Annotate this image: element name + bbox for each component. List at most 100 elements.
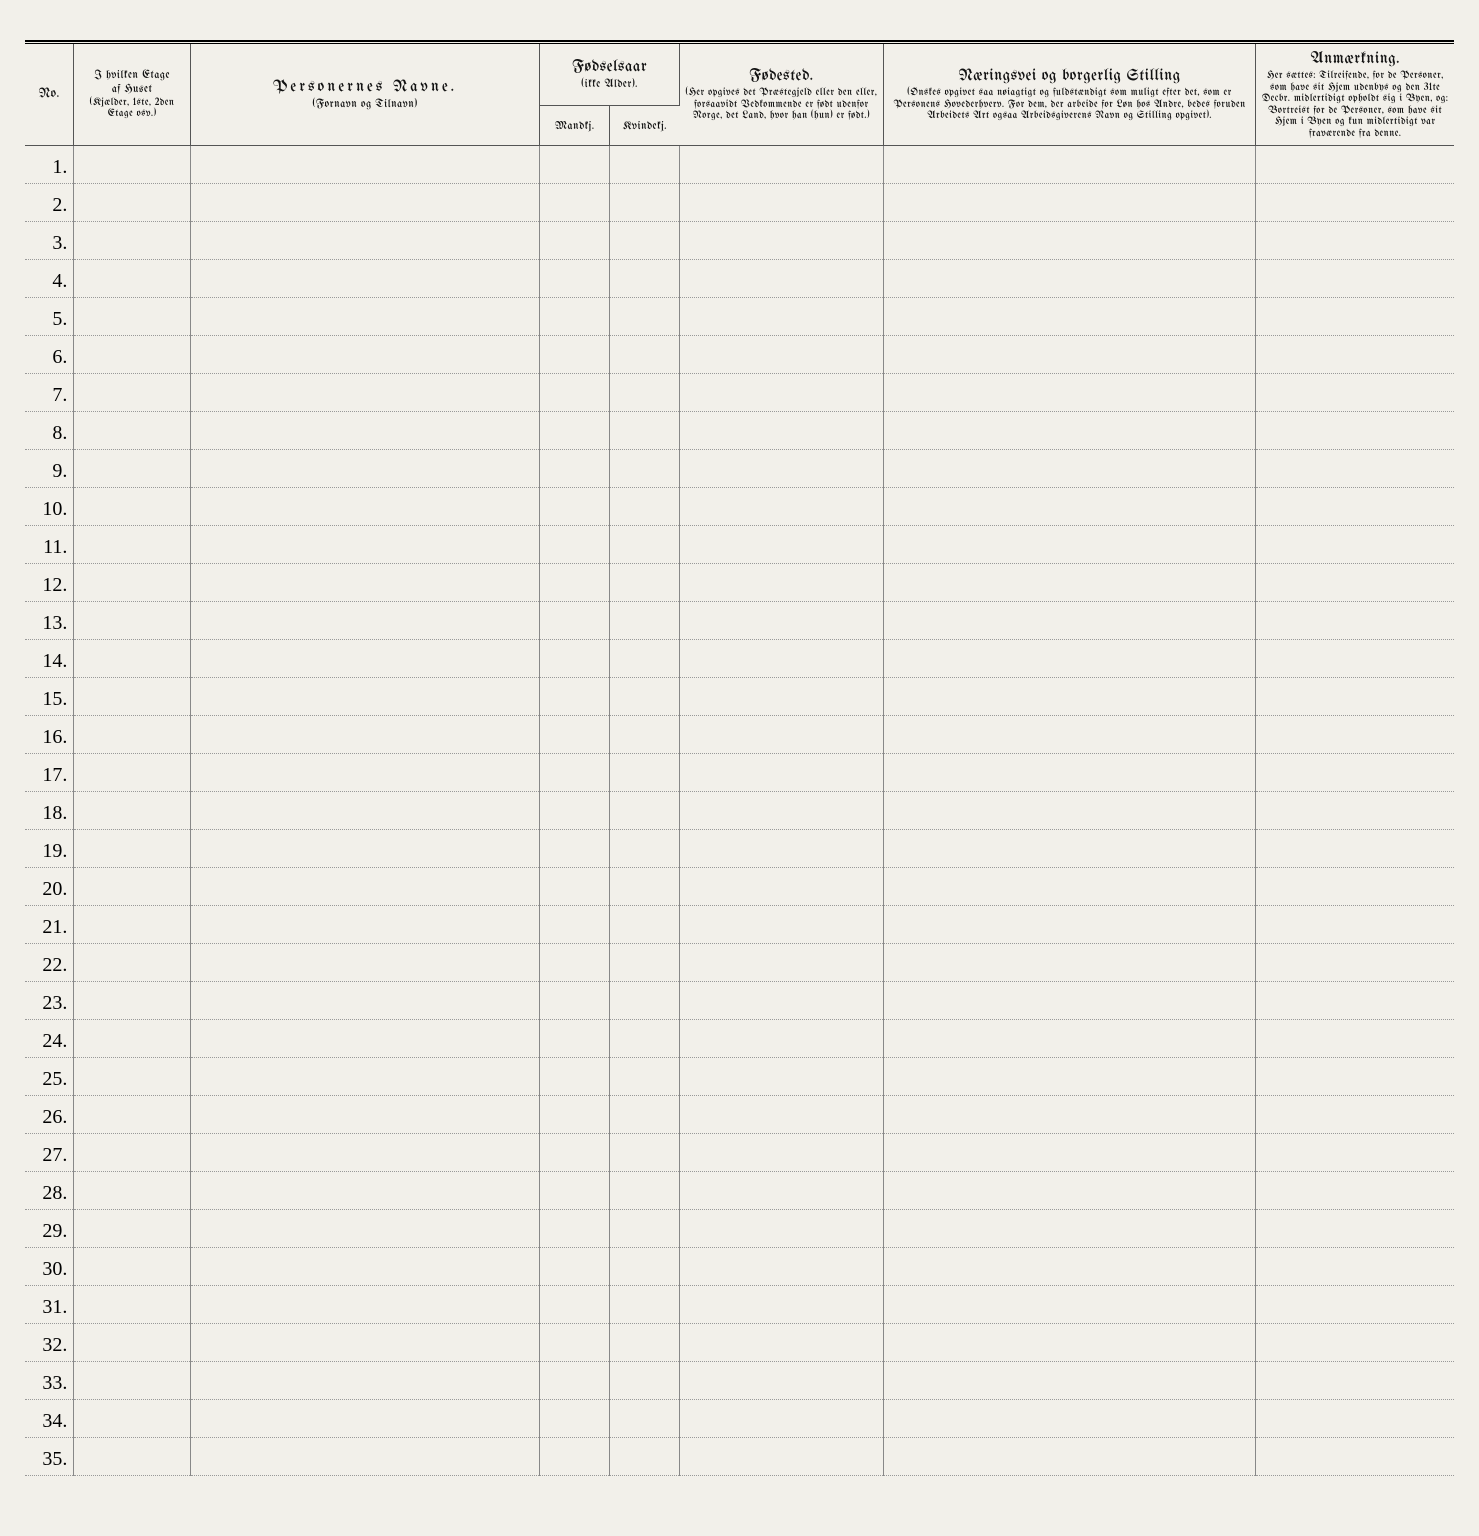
empty-cell xyxy=(1256,1438,1454,1476)
table-row: 31. xyxy=(25,1286,1454,1324)
table-row: 14. xyxy=(25,640,1454,678)
empty-cell xyxy=(679,754,883,792)
empty-cell xyxy=(190,146,539,184)
empty-cell xyxy=(190,298,539,336)
empty-cell xyxy=(679,792,883,830)
table-row: 32. xyxy=(25,1324,1454,1362)
empty-cell xyxy=(883,526,1256,564)
empty-cell xyxy=(74,1248,190,1286)
empty-cell xyxy=(74,298,190,336)
empty-cell xyxy=(883,488,1256,526)
empty-cell xyxy=(74,1286,190,1324)
row-number: 9. xyxy=(25,450,74,488)
empty-cell xyxy=(540,184,610,222)
empty-cell xyxy=(610,792,680,830)
empty-cell xyxy=(883,1134,1256,1172)
empty-cell xyxy=(190,1248,539,1286)
empty-cell xyxy=(610,830,680,868)
empty-cell xyxy=(883,1286,1256,1324)
table-header: No. I hvilken Etage af Huset (Kjælder, 1… xyxy=(25,44,1454,146)
empty-cell xyxy=(679,146,883,184)
table-row: 3. xyxy=(25,222,1454,260)
empty-cell xyxy=(610,412,680,450)
empty-cell xyxy=(610,1248,680,1286)
empty-cell xyxy=(610,488,680,526)
empty-cell xyxy=(679,260,883,298)
empty-cell xyxy=(610,1020,680,1058)
table-row: 6. xyxy=(25,336,1454,374)
empty-cell xyxy=(610,1134,680,1172)
empty-cell xyxy=(540,336,610,374)
row-number: 1. xyxy=(25,146,74,184)
empty-cell xyxy=(679,1248,883,1286)
row-number: 6. xyxy=(25,336,74,374)
empty-cell xyxy=(74,678,190,716)
empty-cell xyxy=(883,564,1256,602)
table-row: 10. xyxy=(25,488,1454,526)
empty-cell xyxy=(610,982,680,1020)
empty-cell xyxy=(74,1096,190,1134)
empty-cell xyxy=(540,792,610,830)
hdr-fodested: Fødested. (Her opgives det Præstegjeld e… xyxy=(679,44,883,146)
empty-cell xyxy=(540,450,610,488)
empty-cell xyxy=(190,336,539,374)
empty-cell xyxy=(679,1324,883,1362)
table-row: 5. xyxy=(25,298,1454,336)
empty-cell xyxy=(679,1096,883,1134)
empty-cell xyxy=(883,1058,1256,1096)
row-number: 17. xyxy=(25,754,74,792)
empty-cell xyxy=(74,602,190,640)
row-number: 12. xyxy=(25,564,74,602)
table-row: 16. xyxy=(25,716,1454,754)
empty-cell xyxy=(190,412,539,450)
empty-cell xyxy=(190,526,539,564)
empty-cell xyxy=(190,1362,539,1400)
empty-cell xyxy=(610,906,680,944)
empty-cell xyxy=(74,1134,190,1172)
empty-cell xyxy=(74,1362,190,1400)
row-number: 7. xyxy=(25,374,74,412)
empty-cell xyxy=(883,1172,1256,1210)
empty-cell xyxy=(883,754,1256,792)
hdr-etage: I hvilken Etage af Huset (Kjælder, 1ste,… xyxy=(74,44,190,146)
empty-cell xyxy=(610,1362,680,1400)
row-number: 32. xyxy=(25,1324,74,1362)
empty-cell xyxy=(190,982,539,1020)
empty-cell xyxy=(679,716,883,754)
table-row: 33. xyxy=(25,1362,1454,1400)
empty-cell xyxy=(610,640,680,678)
empty-cell xyxy=(540,1438,610,1476)
row-number: 21. xyxy=(25,906,74,944)
empty-cell xyxy=(610,336,680,374)
census-form-page: No. I hvilken Etage af Huset (Kjælder, 1… xyxy=(0,0,1479,1536)
empty-cell xyxy=(74,1172,190,1210)
empty-cell xyxy=(540,222,610,260)
empty-cell xyxy=(1256,412,1454,450)
empty-cell xyxy=(679,1400,883,1438)
table-row: 26. xyxy=(25,1096,1454,1134)
empty-cell xyxy=(1256,1058,1454,1096)
row-number: 19. xyxy=(25,830,74,868)
row-number: 28. xyxy=(25,1172,74,1210)
empty-cell xyxy=(190,868,539,906)
hdr-anmaerkning: Anmærkning. Her sættes: Tilreifende, for… xyxy=(1256,44,1454,146)
empty-cell xyxy=(1256,982,1454,1020)
empty-cell xyxy=(74,374,190,412)
row-number: 22. xyxy=(25,944,74,982)
empty-cell xyxy=(74,450,190,488)
empty-cell xyxy=(540,868,610,906)
row-number: 30. xyxy=(25,1248,74,1286)
hdr-naering: Næringsvei og borgerlig Stilling (Ønskes… xyxy=(883,44,1256,146)
hdr-fodselsaar: Fødselsaar (ikke Alder). xyxy=(540,44,680,106)
empty-cell xyxy=(1256,450,1454,488)
table-row: 20. xyxy=(25,868,1454,906)
empty-cell xyxy=(679,298,883,336)
hdr-navne: Personernes Navne. (Fornavn og Tilnavn) xyxy=(190,44,539,146)
empty-cell xyxy=(679,450,883,488)
row-number: 2. xyxy=(25,184,74,222)
empty-cell xyxy=(540,830,610,868)
empty-cell xyxy=(1256,868,1454,906)
empty-cell xyxy=(74,1058,190,1096)
empty-cell xyxy=(610,146,680,184)
row-number: 25. xyxy=(25,1058,74,1096)
